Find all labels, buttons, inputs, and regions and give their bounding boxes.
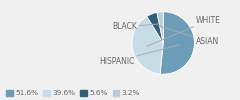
Wedge shape — [157, 12, 163, 43]
Text: BLACK: BLACK — [112, 22, 158, 31]
Text: HISPANIC: HISPANIC — [99, 45, 180, 66]
Text: WHITE: WHITE — [147, 16, 221, 46]
Legend: 51.6%, 39.6%, 5.6%, 3.2%: 51.6%, 39.6%, 5.6%, 3.2% — [6, 90, 140, 96]
Wedge shape — [147, 12, 163, 43]
Wedge shape — [132, 16, 163, 74]
Wedge shape — [160, 12, 194, 74]
Text: ASIAN: ASIAN — [159, 26, 219, 46]
